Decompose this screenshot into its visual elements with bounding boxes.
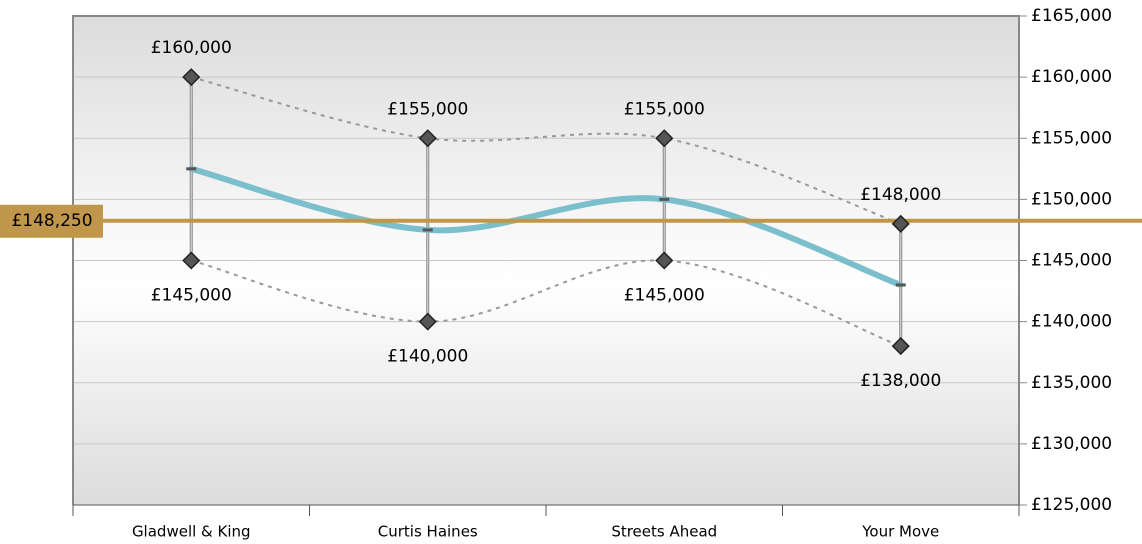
data-label: £138,000 [860, 371, 941, 391]
range-marker [655, 251, 674, 270]
range-marker [655, 129, 674, 148]
y-tick-label: £160,000 [1031, 67, 1112, 87]
y-tick-label: £140,000 [1031, 312, 1112, 332]
y-tick-label: £165,000 [1031, 6, 1112, 26]
plot-border [72, 15, 1020, 505]
x-tick-label: Gladwell & King [132, 523, 251, 541]
range-marker [891, 214, 910, 233]
data-label: £155,000 [624, 99, 705, 119]
y-tick-label: £135,000 [1031, 373, 1112, 393]
x-tick-label: Your Move [861, 523, 939, 541]
y-tick-label: £150,000 [1031, 189, 1112, 209]
data-label: £155,000 [387, 99, 468, 119]
range-edge-line [190, 259, 902, 348]
reference-label-box [0, 204, 103, 238]
range-marker [891, 337, 910, 356]
data-label: £145,000 [151, 286, 232, 306]
range-marker [182, 251, 201, 270]
data-label: £160,000 [151, 38, 232, 58]
y-tick-label: £130,000 [1031, 434, 1112, 454]
range-edge-line [190, 76, 902, 225]
y-tick-label: £145,000 [1031, 251, 1112, 271]
data-label: £148,000 [860, 185, 941, 205]
data-label: £145,000 [624, 286, 705, 306]
range-marker [418, 312, 437, 331]
range-marker [418, 129, 437, 148]
reference-label: £148,250 [11, 211, 92, 231]
range-marker [182, 68, 201, 87]
x-tick-label: Curtis Haines [378, 523, 478, 541]
data-label: £140,000 [387, 347, 468, 367]
x-tick-label: Streets Ahead [611, 523, 717, 541]
y-tick-label: £155,000 [1031, 128, 1112, 148]
y-tick-label: £125,000 [1031, 495, 1112, 515]
midpoint-line [188, 165, 904, 288]
